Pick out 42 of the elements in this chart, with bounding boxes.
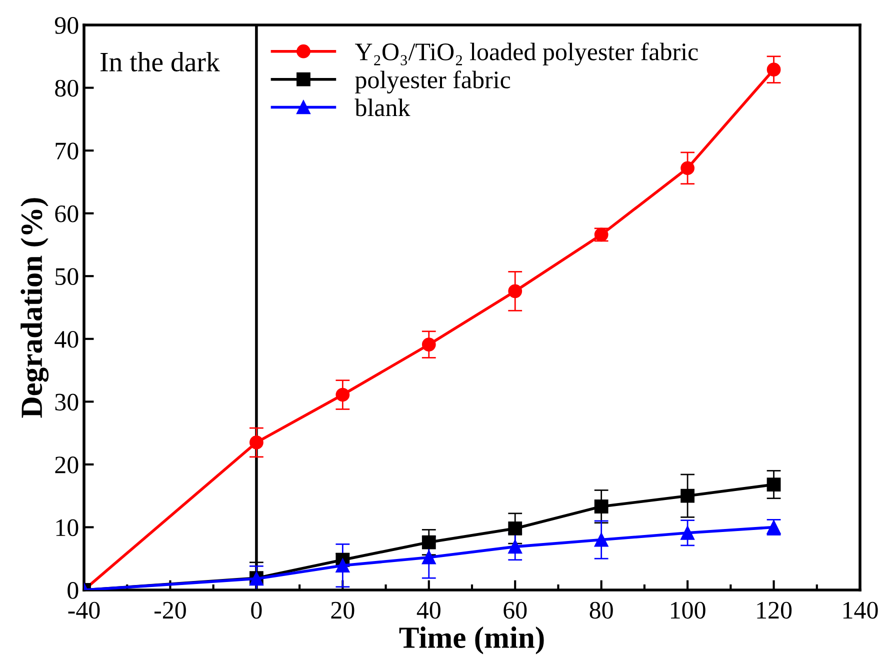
point bbox=[336, 558, 350, 572]
y-tick-label: 10 bbox=[56, 519, 78, 536]
point bbox=[594, 500, 608, 514]
point bbox=[422, 550, 436, 564]
point bbox=[680, 526, 694, 540]
point bbox=[766, 62, 781, 77]
point bbox=[250, 436, 264, 450]
x-tick-label: 20 bbox=[331, 602, 354, 619]
y-tick-label: 80 bbox=[55, 80, 78, 97]
point bbox=[508, 540, 522, 554]
point bbox=[422, 338, 436, 352]
x-tick-label: 100 bbox=[671, 602, 706, 619]
point bbox=[594, 532, 608, 547]
x-tick-label: -40 bbox=[68, 602, 100, 619]
y-tick-label: 50 bbox=[56, 268, 78, 286]
x-tick-label: -20 bbox=[154, 602, 186, 619]
legend-label: polyester fabric bbox=[355, 70, 510, 94]
point bbox=[766, 478, 781, 492]
y-tick-label: 40 bbox=[54, 330, 78, 348]
point bbox=[508, 284, 522, 298]
point bbox=[680, 161, 694, 176]
y-axis-title: Degradation (%) bbox=[20, 198, 49, 418]
x-tick-label: 40 bbox=[416, 602, 440, 619]
point bbox=[422, 535, 436, 550]
x-tick-label: 80 bbox=[590, 602, 613, 619]
y-tick-label: 30 bbox=[55, 394, 78, 411]
x-tick-label: 60 bbox=[504, 602, 527, 619]
y-tick-label: 60 bbox=[55, 205, 78, 222]
y-tick-label: 20 bbox=[55, 456, 78, 474]
point bbox=[680, 488, 694, 503]
y-tick-label: 70 bbox=[56, 142, 78, 160]
point bbox=[508, 522, 522, 536]
x-axis-title: Time (min) bbox=[399, 626, 544, 654]
point bbox=[336, 388, 350, 402]
legend-label: blank bbox=[354, 98, 410, 116]
y-tick-label: 0 bbox=[68, 582, 78, 599]
x-tick-label: 140 bbox=[843, 602, 878, 619]
x-tick-label: 120 bbox=[757, 602, 792, 619]
x-tick-label: 0 bbox=[251, 602, 262, 619]
annotation: In the dark bbox=[100, 52, 220, 72]
y-tick-label: 90 bbox=[54, 17, 78, 34]
legend-label: Y₂O₃/TiO₂ loaded polyester fabric bbox=[355, 42, 698, 66]
